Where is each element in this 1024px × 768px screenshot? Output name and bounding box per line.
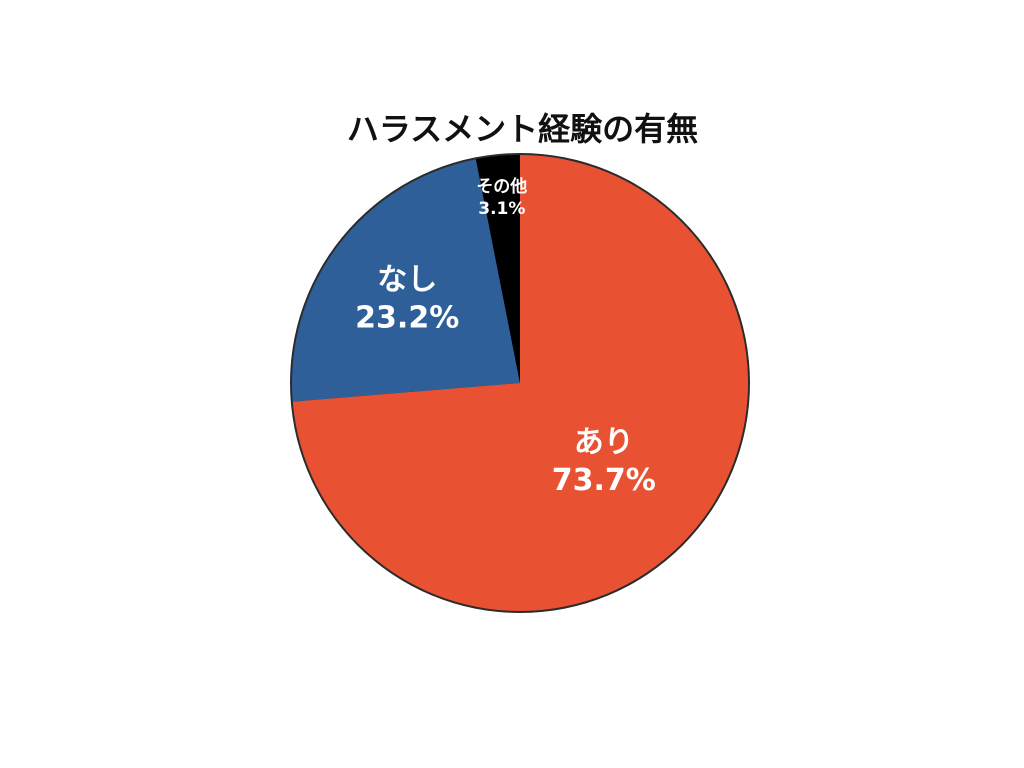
slice-value-label: 73.7% <box>552 463 656 498</box>
chart-title: ハラスメント経験の有無 <box>346 110 699 148</box>
slice-category-label: あり <box>574 425 634 460</box>
pie-slice-3 <box>475 155 520 383</box>
slice-category-label: その他 <box>476 176 527 197</box>
pie-slice-2 <box>292 159 520 402</box>
slice-value-label: 23.2% <box>355 300 459 335</box>
slice-category-label: なし <box>377 262 437 297</box>
pie-slice-1 <box>292 155 749 611</box>
slice-value-label: 3.1% <box>478 199 525 219</box>
